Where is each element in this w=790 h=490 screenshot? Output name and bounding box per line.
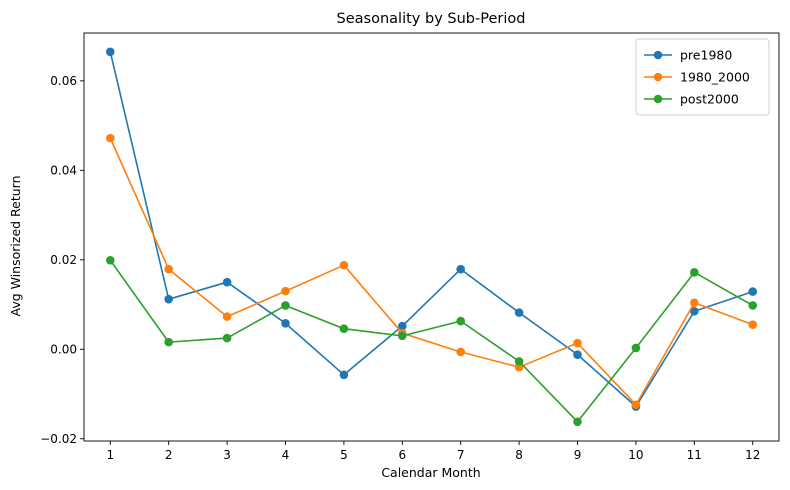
data-point xyxy=(456,264,466,274)
legend-label: post2000 xyxy=(680,92,739,107)
x-tick-label: 1 xyxy=(106,448,114,462)
data-point xyxy=(222,277,232,287)
data-point xyxy=(631,343,641,353)
data-point xyxy=(631,400,641,410)
x-tick-label: 11 xyxy=(687,448,702,462)
chart-title: Seasonality by Sub-Period xyxy=(337,11,526,27)
data-point xyxy=(105,47,115,57)
data-point xyxy=(105,255,115,265)
data-point xyxy=(690,298,699,308)
data-point xyxy=(397,331,407,341)
data-point xyxy=(514,357,524,366)
series-line xyxy=(109,137,754,406)
legend-swatch-marker xyxy=(653,94,663,104)
data-point xyxy=(164,337,173,347)
series-pre1980 xyxy=(105,47,758,411)
x-tick-label: 6 xyxy=(398,448,406,462)
data-point xyxy=(281,286,290,296)
legend-label: pre1980 xyxy=(680,48,732,63)
legend-box xyxy=(635,38,770,116)
data-point xyxy=(748,287,758,296)
legend-swatch-marker xyxy=(653,50,663,60)
y-axis-label: Avg Winsorized Return xyxy=(8,175,23,316)
plot-area xyxy=(83,32,780,442)
x-tick-label: 3 xyxy=(223,448,231,462)
data-point xyxy=(573,350,582,359)
data-point xyxy=(222,312,232,321)
series-layer xyxy=(105,47,758,427)
data-point xyxy=(222,333,232,343)
y-tick-label: 0.00 xyxy=(50,342,77,356)
data-point xyxy=(397,321,407,331)
x-tick-label: 9 xyxy=(574,448,582,462)
series-1980_2000 xyxy=(105,133,758,410)
series-post2000 xyxy=(105,255,758,427)
plot-frame xyxy=(83,32,780,442)
x-axis-label: Calendar Month xyxy=(381,465,480,480)
y-tick-label: 0.02 xyxy=(50,253,77,267)
legend: pre1980 1980_2000 post2000 xyxy=(635,38,770,116)
y-tick-label: −0.02 xyxy=(40,432,77,446)
data-point xyxy=(748,301,758,310)
data-point xyxy=(281,319,290,328)
y-tick-label: 0.06 xyxy=(50,74,77,88)
data-point xyxy=(164,264,173,274)
data-point xyxy=(281,301,290,310)
data-point xyxy=(514,308,524,317)
y-axis: −0.02 0.00 0.02 0.04 0.06 xyxy=(40,74,84,446)
data-point xyxy=(690,306,699,316)
data-point xyxy=(573,338,582,348)
data-point xyxy=(573,417,582,427)
x-tick-label: 4 xyxy=(282,448,290,462)
x-tick-label: 12 xyxy=(745,448,760,462)
legend-swatch-marker xyxy=(653,72,663,82)
x-axis: 1 2 3 4 5 6 7 8 9 10 11 12 xyxy=(106,441,760,462)
data-point xyxy=(748,320,758,329)
data-point xyxy=(105,133,115,143)
data-point xyxy=(690,268,699,277)
data-point xyxy=(164,294,173,304)
x-tick-label: 8 xyxy=(515,448,523,462)
data-point xyxy=(339,324,349,334)
data-point xyxy=(456,316,466,326)
x-tick-label: 2 xyxy=(165,448,173,462)
y-tick-label: 0.04 xyxy=(50,163,77,177)
series-line xyxy=(109,51,753,408)
x-tick-label: 5 xyxy=(340,448,348,462)
x-tick-label: 7 xyxy=(457,448,465,462)
data-point xyxy=(456,347,466,357)
x-tick-label: 10 xyxy=(628,448,643,462)
series-line xyxy=(109,259,754,423)
data-point xyxy=(339,370,349,380)
data-point xyxy=(339,260,349,270)
legend-label: 1980_2000 xyxy=(680,70,750,85)
